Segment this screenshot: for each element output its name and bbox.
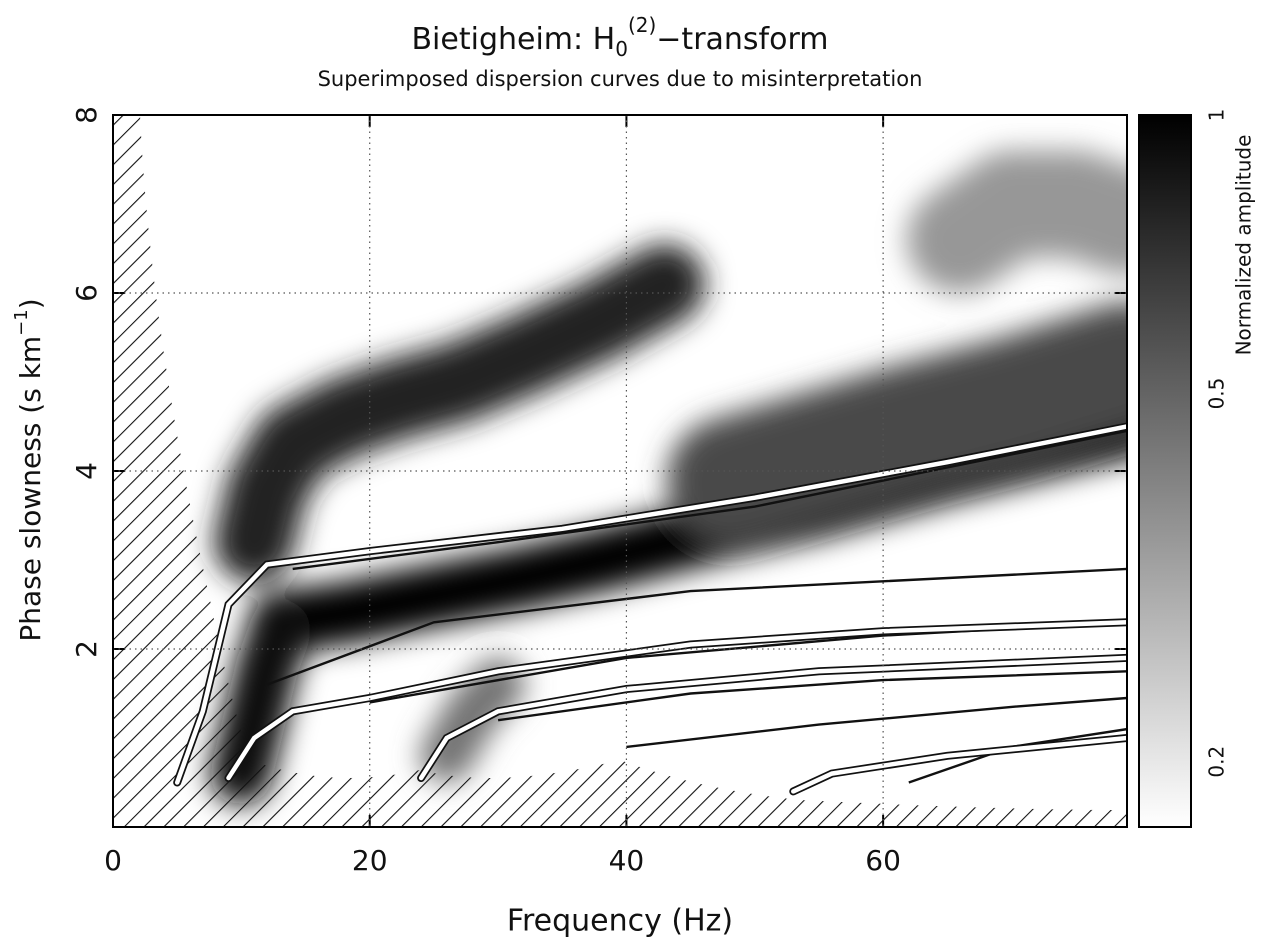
black-curve xyxy=(266,567,1127,686)
dispersion-curve xyxy=(226,620,1127,781)
black-curve xyxy=(626,696,1127,749)
amplitude-ridge xyxy=(666,301,1127,543)
colorbar-label: Normalized amplitude xyxy=(1232,135,1256,356)
y-label-text: ) xyxy=(14,298,47,309)
title-subscript: 0 xyxy=(615,37,628,61)
amplitude-image xyxy=(210,150,1127,805)
colorbar-tick-label: 0.2 xyxy=(1205,746,1229,778)
x-axis-label: Frequency (Hz) xyxy=(507,904,733,939)
x-tick-label: 0 xyxy=(104,844,122,877)
x-tick-label: 60 xyxy=(865,844,901,877)
y-axis-label: Phase slowness (s km−1) xyxy=(11,298,47,641)
black-curve xyxy=(292,429,1127,571)
y-label-superscript: −1 xyxy=(11,309,32,336)
dispersion-curve xyxy=(791,735,1127,794)
hatched-region xyxy=(113,115,1127,827)
colorbar-tick-label: 1 xyxy=(1205,109,1229,122)
amplitude-ridge xyxy=(906,150,1127,293)
colorbar-tick-label: 0.5 xyxy=(1205,378,1229,410)
title-superscript: (2) xyxy=(628,13,656,37)
black-curve xyxy=(497,670,1127,722)
y-label-text: Phase slowness (s km xyxy=(14,336,47,642)
dispersion-curve xyxy=(418,655,1127,781)
amplitude-ridge xyxy=(214,244,705,583)
plot-area xyxy=(113,115,1127,827)
y-tick-label: 8 xyxy=(70,106,103,124)
title-text: −transform xyxy=(656,22,828,57)
title-text: Bietigheim: H xyxy=(411,22,615,57)
chart-subtitle: Superimposed dispersion curves due to mi… xyxy=(318,67,923,91)
chart-title: Bietigheim: H0(2)−transform xyxy=(411,13,828,61)
x-tick-label: 20 xyxy=(352,844,388,877)
amplitude-ridge xyxy=(420,657,525,783)
plot-frame xyxy=(112,114,1128,828)
colorbar xyxy=(1138,114,1192,828)
x-tick-label: 40 xyxy=(609,844,645,877)
y-tick-label: 2 xyxy=(70,640,103,658)
y-tick-label: 4 xyxy=(70,462,103,480)
y-tick-label: 6 xyxy=(70,284,103,302)
